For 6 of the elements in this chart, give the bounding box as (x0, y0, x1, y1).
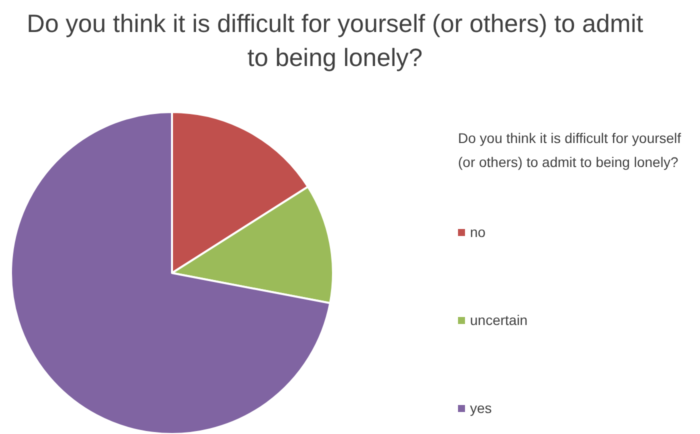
legend-label: no (470, 224, 486, 240)
legend-label: uncertain (470, 312, 528, 328)
chart-title: Do you think it is difficult for yourself (or others) to admit to being lonely? (26, 10, 644, 72)
legend-title: Do you think it is difficult for yourself (or others) to admit to being lonely? (458, 130, 682, 170)
pie-slice (10, 111, 332, 434)
legend-label: yes (470, 400, 492, 416)
